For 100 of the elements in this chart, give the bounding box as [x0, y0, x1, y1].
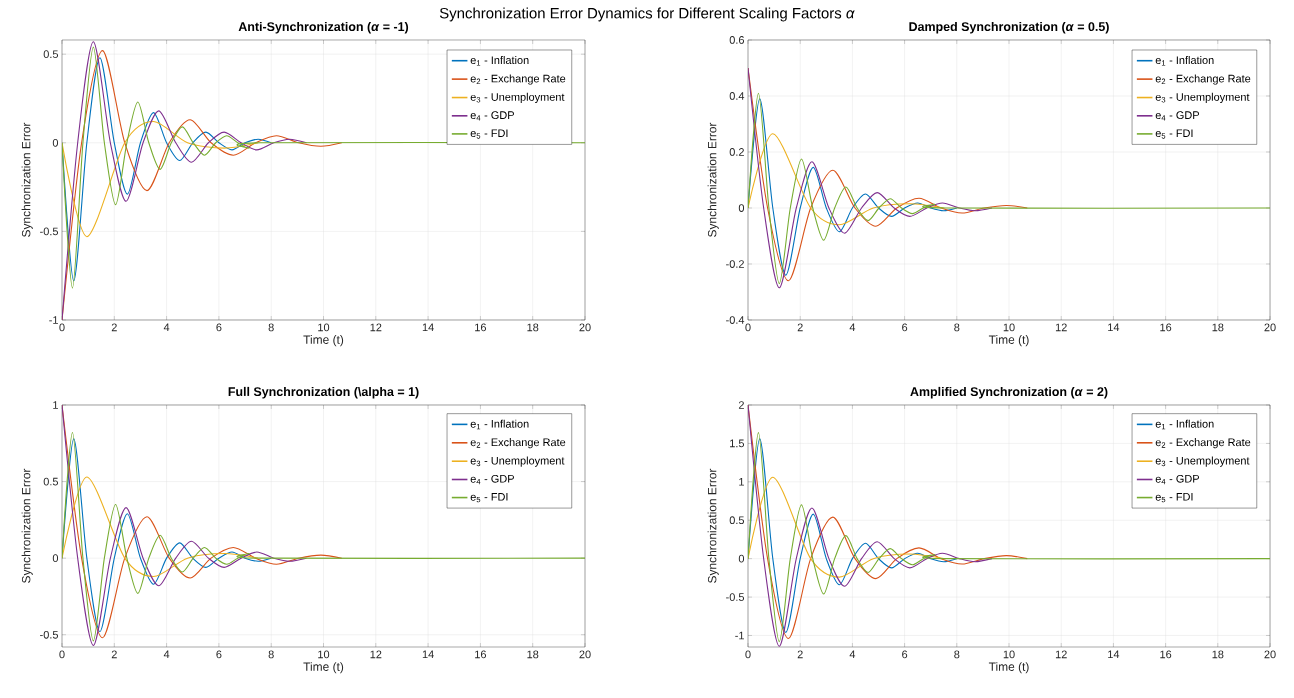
y-axis-title: Synchronization Error	[21, 468, 33, 583]
line-series	[62, 432, 585, 642]
x-tick-label: 2	[797, 323, 803, 332]
legend-label: e$_{4}$ - GDP	[470, 111, 514, 121]
x-tick-label: 6	[216, 650, 222, 659]
legend-label: e$_{1}$ - Inflation	[1155, 55, 1214, 66]
y-tick-label: -1	[49, 316, 58, 324]
legend-label: e$_{5}$ - FDI	[470, 493, 508, 503]
y-tick-label: -1	[735, 631, 744, 640]
y-tick-label: 1	[53, 401, 58, 409]
legend-label: e$_{5}$ - FDI	[1155, 129, 1193, 139]
legend-label: e$_{4}$ - GDP	[470, 474, 514, 485]
x-tick-label: 14	[422, 650, 434, 659]
x-tick-label: 18	[527, 650, 539, 659]
y-tick-label: 0	[52, 554, 59, 563]
x-tick-label: 20	[579, 650, 591, 659]
x-tick-label: 6	[216, 323, 222, 332]
y-tick-label: 0.6	[729, 36, 744, 44]
y-axis-title: Synchronization Error	[707, 468, 719, 583]
line-series	[62, 46, 585, 289]
legend-label: e$_{2}$ - Exchange Rate	[470, 74, 566, 85]
x-tick-label: 10	[318, 650, 330, 659]
y-axis-title: Synchronization Error	[707, 122, 719, 237]
legend-label: e$_{1}$ - Inflation	[1155, 419, 1214, 430]
x-tick-label: 14	[1108, 323, 1120, 332]
x-tick-label: 20	[1264, 323, 1276, 332]
x-tick-label: 14	[422, 323, 434, 332]
line-series	[748, 432, 1271, 643]
text: Synchronization Error Dynamics for Different Scaling Factors α	[439, 7, 855, 22]
y-tick-label: 0	[52, 138, 59, 147]
x-tick-label: 16	[475, 323, 487, 332]
legend-label: e$_{2}$ - Exchange Rate	[1155, 438, 1251, 449]
legend-label: e$_{1}$ - Inflation	[470, 55, 529, 66]
line-series	[62, 438, 272, 633]
y-tick-label: 0.5	[43, 477, 59, 486]
legend-label: e$_{5}$ - FDI	[1155, 493, 1193, 503]
x-tick-label: 6	[902, 323, 908, 332]
legend-label: e$_{3}$ - Unemployment	[470, 92, 565, 104]
x-tick-label: 0	[745, 650, 751, 659]
y-tick-label: -0.5	[40, 227, 59, 236]
line-series	[62, 120, 259, 238]
x-tick-label: 12	[370, 323, 382, 332]
legend-label: e$_{1}$ - Inflation	[470, 419, 529, 430]
x-tick-label: 16	[1160, 650, 1172, 659]
x-tick-label: 0	[745, 323, 751, 332]
chart-title: Damped Synchronization (α = 0.5)	[909, 21, 1109, 34]
y-tick-label: 0	[738, 204, 745, 212]
x-tick-label: 10	[1003, 650, 1015, 659]
y-tick-label: 2	[738, 401, 744, 409]
legend-label: e$_{3}$ - Unemployment	[470, 456, 565, 467]
y-axis-title: Synchronization Error	[21, 122, 33, 237]
line-series	[62, 57, 272, 282]
line-series	[748, 92, 1271, 285]
y-tick-label: 0	[738, 554, 745, 563]
legend-label: e$_{5}$ - FDI	[470, 129, 508, 139]
y-tick-label: -0.4	[726, 316, 745, 324]
x-axis-title: Time (t)	[303, 335, 344, 347]
y-tick-label: -0.2	[726, 260, 744, 268]
x-tick-label: 4	[849, 323, 856, 332]
legend-label: e$_{4}$ - GDP	[1155, 111, 1199, 121]
x-axis-title: Time (t)	[988, 662, 1029, 674]
x-tick-label: 0	[59, 650, 65, 659]
line-series	[748, 438, 958, 633]
x-tick-label: 2	[797, 650, 803, 659]
y-tick-label: 1	[739, 478, 744, 486]
y-tick-label: 0.5	[729, 516, 745, 525]
x-tick-label: 20	[579, 323, 591, 332]
x-tick-label: 8	[268, 650, 274, 659]
x-tick-label: 8	[954, 650, 960, 659]
x-tick-label: 2	[111, 323, 117, 332]
y-tick-label: 0.5	[43, 50, 59, 59]
x-tick-label: 10	[1003, 323, 1015, 332]
y-tick-label: -0.5	[40, 630, 59, 639]
x-axis-title: Time (t)	[303, 662, 344, 674]
y-tick-label: -0.5	[726, 593, 745, 601]
legend-label: e$_{2}$ - Exchange Rate	[1155, 74, 1251, 85]
legend-label: e$_{3}$ - Unemployment	[1155, 456, 1250, 467]
x-tick-label: 6	[902, 650, 908, 659]
x-tick-label: 14	[1108, 650, 1120, 659]
x-tick-label: 8	[954, 323, 960, 332]
x-tick-label: 16	[475, 650, 487, 659]
x-tick-label: 4	[163, 323, 170, 332]
x-tick-label: 20	[1264, 650, 1276, 659]
y-tick-label: 0.4	[729, 92, 745, 100]
x-tick-label: 18	[527, 323, 539, 332]
x-tick-label: 16	[1160, 323, 1172, 332]
y-tick-label: 0.2	[729, 148, 744, 156]
x-tick-label: 4	[163, 650, 170, 659]
y-tick-label: 1.5	[730, 439, 745, 448]
chart-title: Full Synchronization (\alpha = 1)	[228, 386, 419, 399]
x-tick-label: 18	[1212, 323, 1224, 332]
legend-label: e$_{3}$ - Unemployment	[1155, 92, 1250, 104]
chart-title: Amplified Synchronization (α = 2)	[910, 386, 1108, 399]
x-tick-label: 10	[318, 323, 330, 332]
x-axis-title: Time (t)	[988, 335, 1029, 347]
x-tick-label: 2	[111, 650, 117, 659]
x-tick-label: 8	[268, 323, 274, 332]
legend-label: e$_{4}$ - GDP	[1155, 474, 1199, 485]
legend-label: e$_{2}$ - Exchange Rate	[470, 438, 566, 449]
x-tick-label: 18	[1212, 650, 1224, 659]
